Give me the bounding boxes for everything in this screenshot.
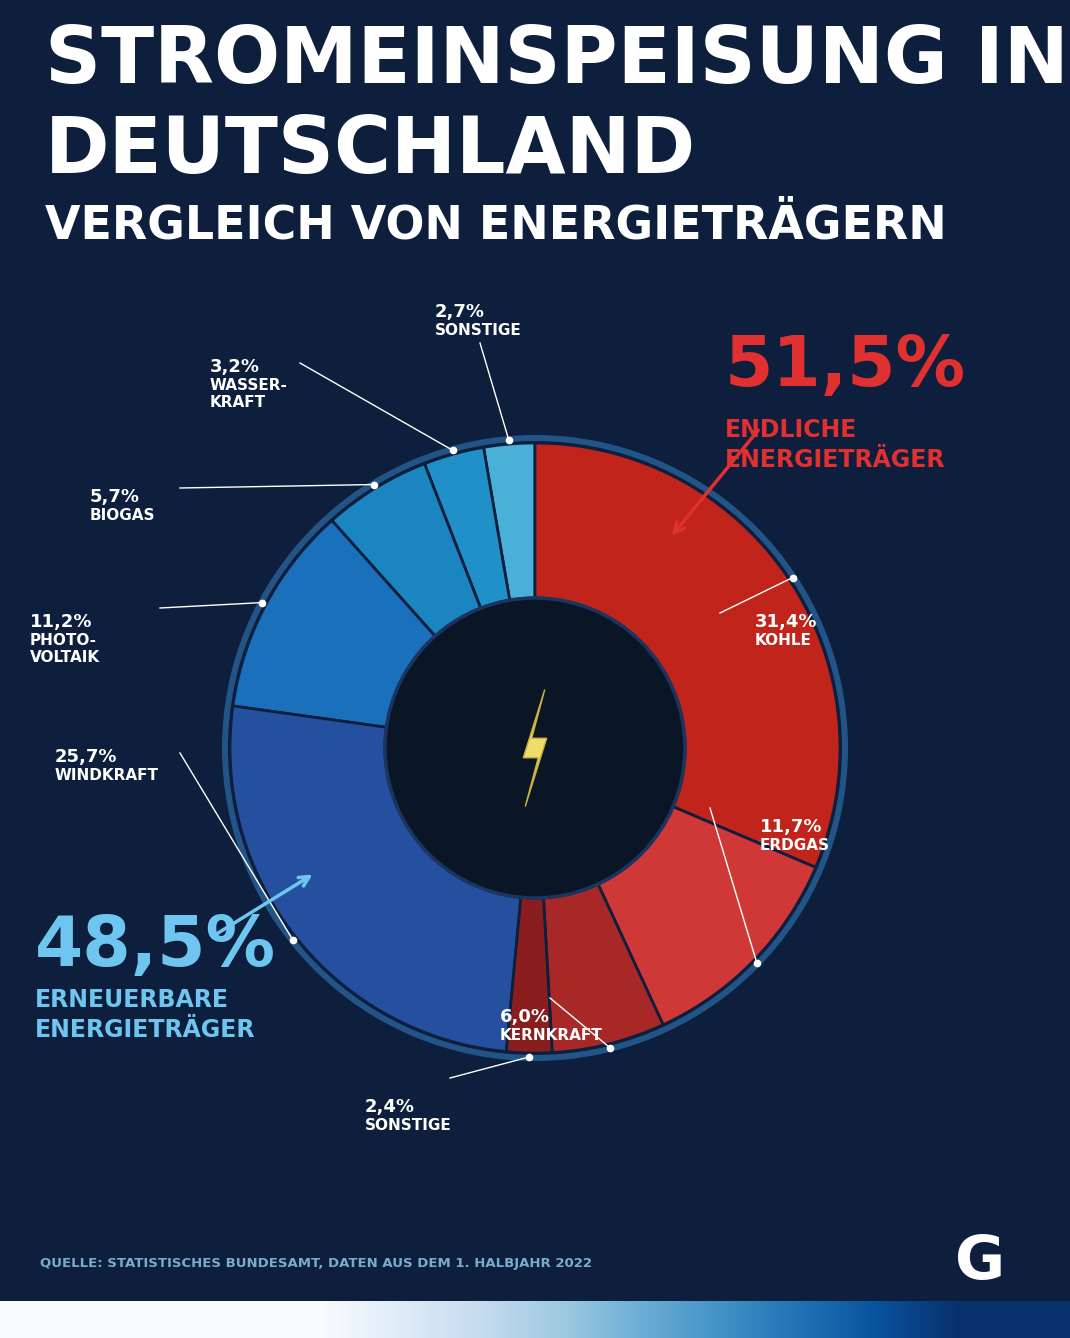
Text: 25,7%: 25,7% [55,748,118,765]
Text: 3,2%: 3,2% [210,359,260,376]
Text: G: G [954,1234,1005,1293]
Circle shape [385,598,685,898]
Polygon shape [506,898,552,1053]
Text: STROMEINSPEISUNG IN: STROMEINSPEISUNG IN [45,23,1069,99]
Polygon shape [332,464,480,636]
Text: KERNKRAFT: KERNKRAFT [500,1028,602,1044]
Text: SONSTIGE: SONSTIGE [435,322,522,339]
Text: VERGLEICH VON ENERGIETRÄGERN: VERGLEICH VON ENERGIETRÄGERN [45,203,947,248]
Polygon shape [535,443,840,867]
Text: PHOTO-
VOLTAIK: PHOTO- VOLTAIK [30,633,101,665]
Text: 11,2%: 11,2% [30,613,92,632]
Text: WASSER-
KRAFT: WASSER- KRAFT [210,379,288,411]
Text: 6,0%: 6,0% [500,1008,550,1026]
Text: BIOGAS: BIOGAS [90,508,155,523]
Text: WINDKRAFT: WINDKRAFT [55,768,159,783]
Polygon shape [425,447,509,609]
Text: ERDGAS: ERDGAS [760,838,830,854]
Text: 51,5%: 51,5% [725,333,966,400]
Text: KOHLE: KOHLE [755,633,812,648]
Text: ERNEUERBARE
ENERGIETRÄGER: ERNEUERBARE ENERGIETRÄGER [35,987,256,1042]
Polygon shape [523,689,547,807]
Text: 5,7%: 5,7% [90,488,140,506]
Text: DEUTSCHLAND: DEUTSCHLAND [45,112,697,189]
Text: ENDLICHE
ENERGIETRÄGER: ENDLICHE ENERGIETRÄGER [725,417,946,472]
Polygon shape [233,520,435,728]
Text: 31,4%: 31,4% [755,613,817,632]
Text: 2,7%: 2,7% [435,302,485,321]
Text: 48,5%: 48,5% [35,913,276,979]
Text: SONSTIGE: SONSTIGE [365,1119,452,1133]
Text: QUELLE: STATISTISCHES BUNDESAMT, DATEN AUS DEM 1. HALBJAHR 2022: QUELLE: STATISTISCHES BUNDESAMT, DATEN A… [40,1256,592,1270]
Polygon shape [484,443,535,601]
Polygon shape [544,884,663,1053]
Text: 11,7%: 11,7% [760,818,823,836]
Polygon shape [230,706,521,1052]
Polygon shape [598,807,815,1025]
Text: 2,4%: 2,4% [365,1098,415,1116]
